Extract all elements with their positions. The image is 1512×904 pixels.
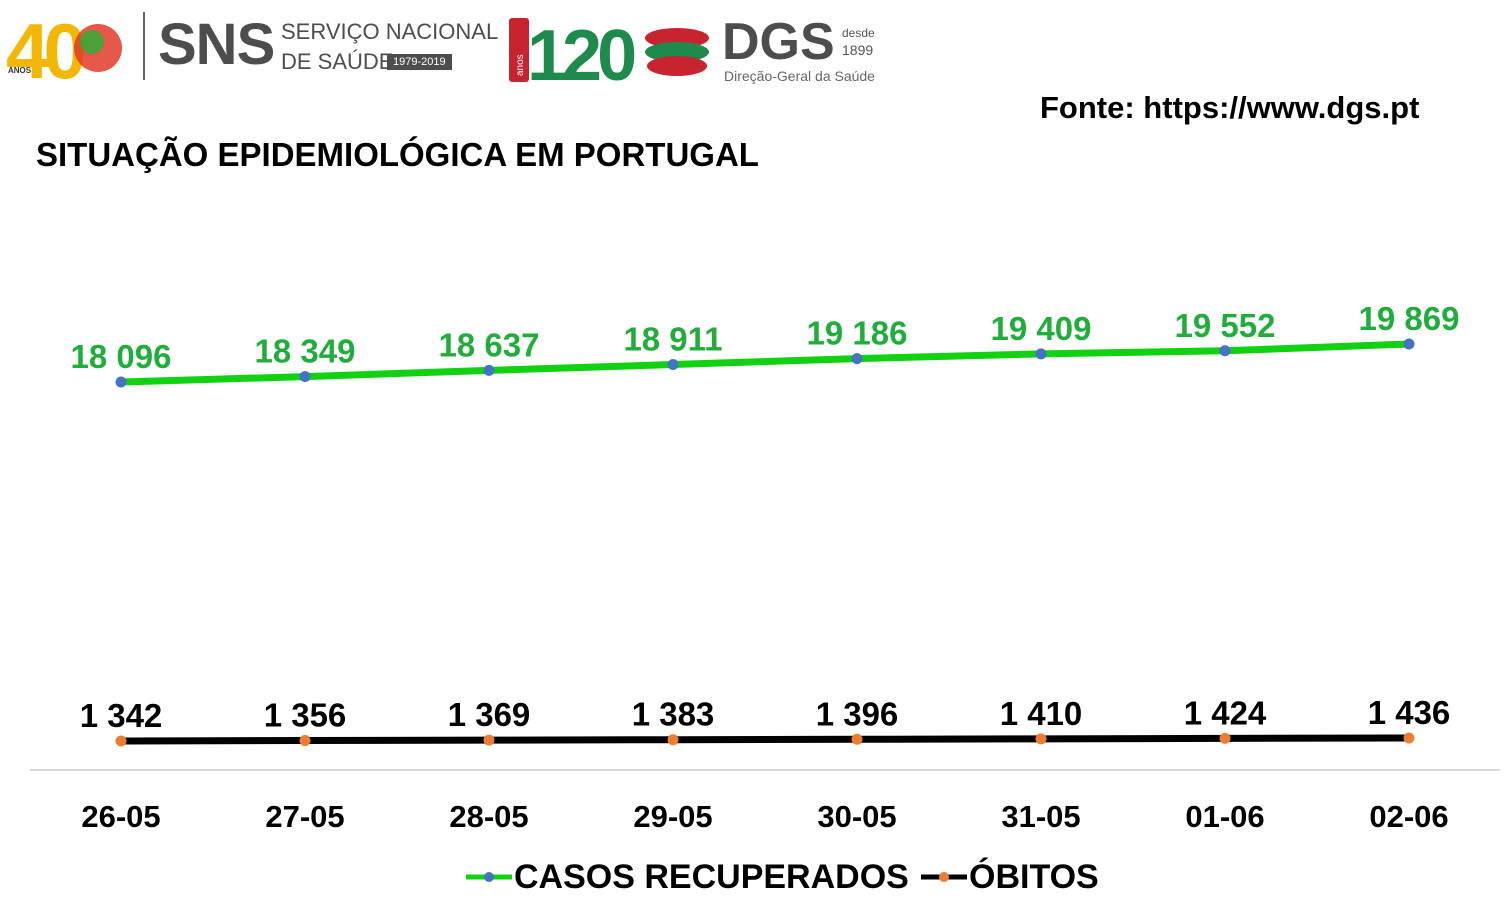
x-tick-label: 02-06	[1369, 799, 1448, 834]
data-label-obitos: 1 383	[632, 696, 715, 733]
legend-swatch-recuperados	[466, 872, 512, 882]
data-label-obitos: 1 436	[1368, 694, 1451, 731]
data-point-obitos	[1219, 732, 1231, 744]
x-tick-label: 27-05	[265, 799, 344, 834]
data-label-recuperados: 19 186	[807, 315, 908, 352]
data-point-obitos	[851, 733, 863, 745]
x-tick-label: 01-06	[1185, 799, 1264, 834]
chart-title: SITUAÇÃO EPIDEMIOLÓGICA EM PORTUGAL	[36, 136, 759, 173]
data-label-recuperados: 19 409	[991, 310, 1092, 347]
header-logos: 40 ANOS SNS SERVIÇO NACIONAL DE SAÚDE 19…	[0, 0, 900, 95]
data-point-recuperados	[115, 376, 127, 388]
x-tick-label: 28-05	[449, 799, 528, 834]
data-point-recuperados	[667, 359, 679, 371]
sns-name: SNS	[158, 12, 275, 77]
data-point-recuperados	[1403, 338, 1415, 350]
sns-40-logo: 40	[6, 10, 122, 85]
data-point-obitos	[1403, 732, 1415, 744]
data-label-recuperados: 18 911	[623, 321, 722, 358]
data-point-recuperados	[1219, 345, 1231, 357]
data-label-recuperados: 18 349	[255, 333, 356, 370]
legend-item-recuperados: CASOS RECUPERADOS	[466, 852, 909, 902]
data-label-obitos: 1 396	[816, 695, 899, 732]
data-point-recuperados	[851, 353, 863, 365]
x-tick-label: 30-05	[817, 799, 896, 834]
data-label-recuperados: 19 552	[1175, 307, 1276, 344]
x-tick-label: 31-05	[1001, 799, 1080, 834]
dgs-subtitle: Direção-Geral da Saúde	[724, 68, 875, 84]
chart-legend: CASOS RECUPERADOS ÓBITOS	[0, 852, 1512, 902]
dgs-name: DGS	[722, 13, 835, 71]
x-tick-label: 29-05	[633, 799, 712, 834]
x-tick-label: 26-05	[81, 799, 160, 834]
dgs-since-year: 1899	[842, 42, 874, 58]
legend-label-recuperados: CASOS RECUPERADOS	[514, 857, 909, 896]
data-point-recuperados	[1035, 348, 1047, 360]
data-point-obitos	[299, 735, 311, 747]
dgs-desde: desde	[842, 26, 875, 40]
data-label-recuperados: 19 869	[1359, 300, 1460, 337]
data-label-obitos: 1 356	[264, 697, 347, 734]
sns-subtitle-line1: SERVIÇO NACIONAL	[281, 19, 499, 44]
data-point-obitos	[115, 735, 127, 747]
legend-item-obitos: ÓBITOS	[921, 852, 1099, 902]
sns-subtitle-line2: DE SAÚDE	[281, 49, 394, 74]
dgs-120-logo: anos 120	[509, 16, 709, 86]
data-label-obitos: 1 342	[80, 697, 163, 734]
dgs-anos-label: anos	[515, 54, 526, 76]
series-line-recuperados	[117, 340, 1413, 386]
data-point-obitos	[1035, 733, 1047, 745]
data-label-obitos: 1 424	[1184, 694, 1267, 731]
legend-label-obitos: ÓBITOS	[969, 857, 1099, 896]
data-point-obitos	[667, 734, 679, 746]
sns-40-anos-label: ANOS	[8, 66, 32, 75]
data-point-obitos	[483, 734, 495, 746]
legend-swatch-obitos	[921, 872, 967, 882]
data-label-obitos: 1 369	[448, 696, 531, 733]
data-point-recuperados	[483, 364, 495, 376]
logo-divider	[143, 12, 145, 80]
data-label-recuperados: 18 637	[439, 326, 540, 363]
data-label-recuperados: 18 096	[71, 338, 172, 375]
dgs-120-number: 120	[527, 16, 635, 86]
data-label-obitos: 1 410	[1000, 695, 1083, 732]
series-line-obitos	[117, 734, 1413, 745]
sns-years: 1979-2019	[387, 54, 452, 70]
data-point-recuperados	[299, 371, 311, 383]
source-label: Fonte: https://www.dgs.pt	[1040, 90, 1420, 125]
